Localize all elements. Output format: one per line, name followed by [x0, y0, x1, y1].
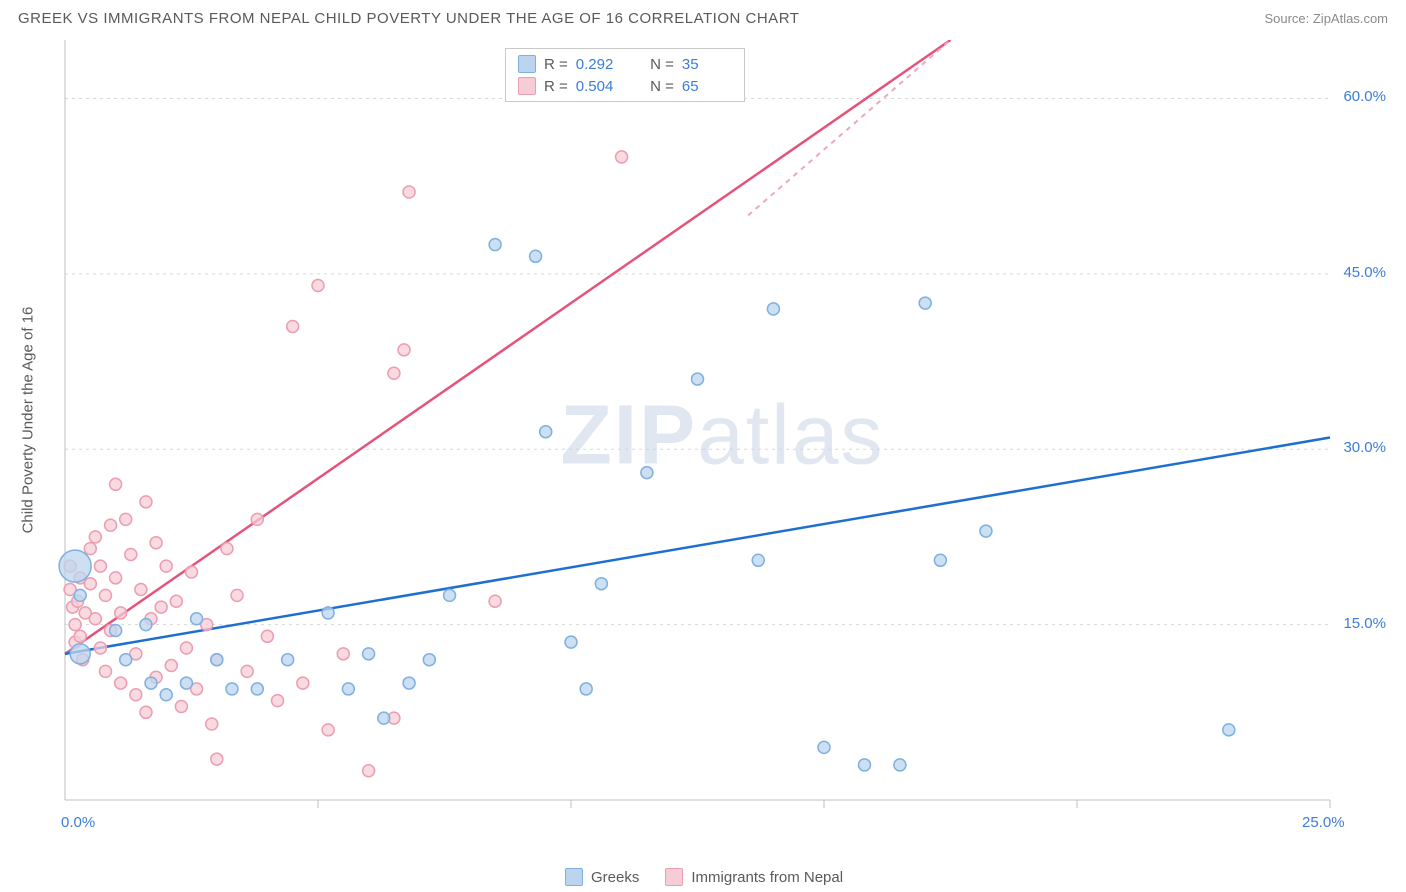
series-swatch: [518, 55, 536, 73]
source-attribution: Source: ZipAtlas.com: [1264, 11, 1388, 26]
stats-row: R = 0.504 N = 65: [506, 75, 744, 97]
scatter-plot: [55, 40, 1390, 830]
legend-label: Immigrants from Nepal: [691, 869, 843, 886]
y-tick-label: 45.0%: [1343, 264, 1386, 281]
r-label: R =: [544, 56, 568, 73]
legend-swatch: [665, 868, 683, 886]
stats-row: R = 0.292 N = 35: [506, 53, 744, 75]
chart-area: ZIPatlas R =0.292 N =35R =0.504 N =65 15…: [55, 40, 1390, 830]
legend-swatch: [565, 868, 583, 886]
legend-label: Greeks: [591, 869, 639, 886]
n-value: 35: [682, 56, 732, 73]
n-label: N =: [650, 56, 674, 73]
r-value: 0.504: [576, 78, 626, 95]
chart-title: GREEK VS IMMIGRANTS FROM NEPAL CHILD POV…: [18, 10, 799, 27]
series-swatch: [518, 77, 536, 95]
y-axis-label: Child Poverty Under the Age of 16: [20, 307, 37, 534]
r-value: 0.292: [576, 56, 626, 73]
y-tick-label: 30.0%: [1343, 439, 1386, 456]
header: GREEK VS IMMIGRANTS FROM NEPAL CHILD POV…: [0, 0, 1406, 35]
bottom-legend: Greeks Immigrants from Nepal: [565, 868, 861, 886]
y-tick-label: 15.0%: [1343, 615, 1386, 632]
x-axis-max-label: 25.0%: [1302, 814, 1345, 831]
x-axis-min-label: 0.0%: [61, 814, 95, 831]
stats-legend-box: R = 0.292 N = 35 R = 0.504 N = 65: [505, 48, 745, 102]
n-value: 65: [682, 78, 732, 95]
y-tick-label: 60.0%: [1343, 88, 1386, 105]
r-label: R =: [544, 78, 568, 95]
n-label: N =: [650, 78, 674, 95]
